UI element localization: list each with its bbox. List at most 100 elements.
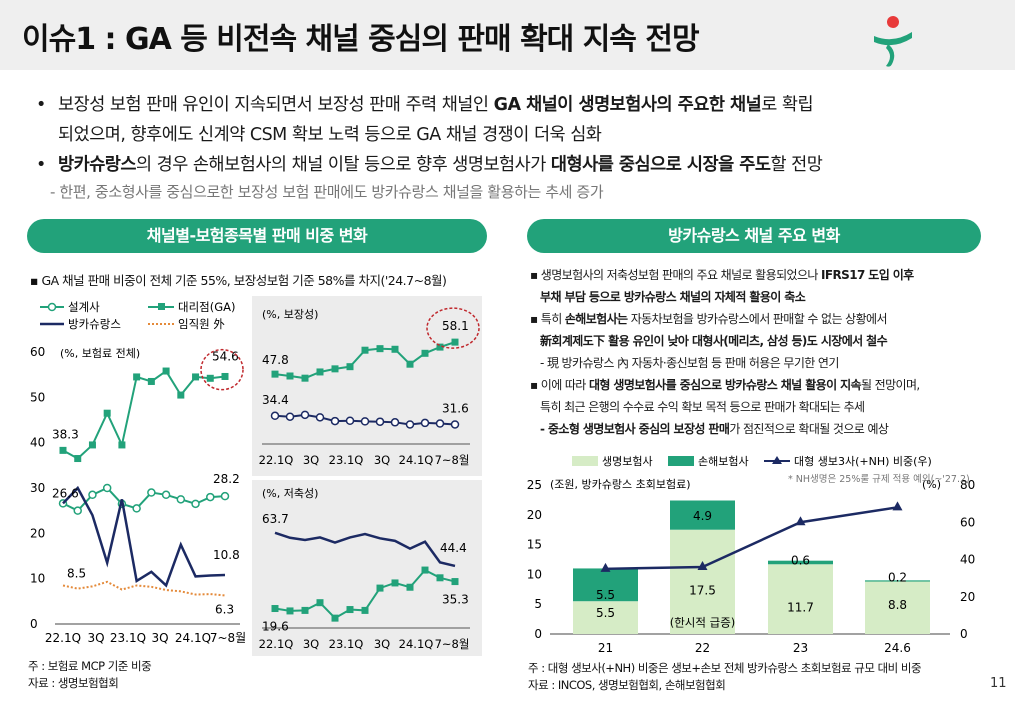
- left-section-pill: 채널별-보험종목별 판매 비중 변화: [27, 219, 487, 253]
- ratio-point: [795, 516, 806, 526]
- series-designer-1-point: [330, 416, 340, 426]
- bar-life: [670, 529, 735, 634]
- series-designer-1-point: [300, 410, 310, 420]
- bar-value-label: 17.5: [689, 584, 716, 598]
- x-tick-3: 3Q: [374, 637, 390, 651]
- data-label: 63.7: [262, 512, 289, 526]
- x-tick-5: 7~8월: [435, 637, 470, 651]
- x-tick-2: 23: [793, 641, 808, 655]
- legend-label-4: 임직원 外: [178, 317, 225, 331]
- bancassurance-chart: 생명보험사 손해보험사 대형 생보3사(+NH) 비중(우) 0 5 10 15 20 25 0 2…: [527, 454, 976, 655]
- legend-label-nonlife: 손해보험사: [698, 454, 749, 468]
- y-tick-0: 0: [30, 617, 38, 631]
- bar-value-label: 0.6: [791, 554, 810, 568]
- data-label: 10.8: [213, 548, 240, 562]
- series-ga-point: [59, 446, 67, 454]
- series-ga-1-point: [361, 346, 369, 354]
- x-tick-3: 3Q: [374, 453, 390, 467]
- series-ga-1-point: [346, 363, 354, 371]
- y-tick-4: 20: [527, 508, 542, 522]
- series-designer-1-point: [450, 420, 460, 429]
- y-tick-2: 10: [527, 567, 542, 581]
- series-ga-2-point: [421, 566, 429, 574]
- x-tick-4: 24.1Q: [399, 453, 434, 467]
- series-staff-line: [62, 580, 226, 597]
- data-label: 54.6: [212, 349, 239, 363]
- series-designer-point: [102, 483, 112, 493]
- x-tick-1: 3Q: [303, 453, 319, 467]
- series-ga-1-point: [436, 343, 444, 351]
- left-footnote-2: 자료 : 생명보험협회: [28, 676, 119, 690]
- y2-tick-2: 40: [960, 553, 975, 567]
- bullet-1: • 보장성 보험 판매 유인이 지속되면서 보장성 판매 주력 채널인 GA 채…: [36, 95, 814, 115]
- series-designer-1-point: [270, 411, 280, 421]
- rnote-1: ▪ 생명보험사의 저축성보험 판매의 주요 채널로 활용되었으나 IFRS17 …: [530, 268, 914, 282]
- legend-label-ratio: 대형 생보3사(+NH) 비중(우): [794, 455, 932, 468]
- x-tick-0: 22.1Q: [45, 631, 81, 645]
- series-ga-1-point: [286, 372, 294, 380]
- series-designer-1-point: [375, 417, 385, 426]
- series-ga-1-point: [406, 360, 414, 368]
- x-tick-0: 22.1Q: [259, 453, 294, 467]
- legend-marker-1: [47, 302, 57, 312]
- series-ga-point: [206, 374, 214, 382]
- bar-nonlife: [670, 500, 735, 530]
- legend-marker-ratio: [772, 456, 782, 464]
- page-number: 11: [990, 676, 1007, 691]
- series-ga-point: [192, 373, 200, 381]
- left-footnote-1: 주 : 보험료 MCP 기준 비중: [28, 659, 152, 673]
- unit-label-right: (%): [922, 478, 941, 491]
- y-tick-4: 40: [30, 436, 45, 450]
- series-ga-point: [88, 441, 96, 449]
- series-ga-line: [62, 369, 226, 460]
- bar-value-label: 5.5: [596, 606, 615, 620]
- series-ga-2-point: [361, 606, 369, 614]
- ratio-point: [892, 501, 903, 511]
- legend-swatch-nonlife: [668, 456, 694, 466]
- bullet-2: • 방카슈랑스의 경우 손해보험사의 채널 이탈 등으로 향후 생명보험사가 대…: [36, 155, 823, 175]
- series-ga-2-point: [391, 579, 399, 587]
- x-tick-3: 24.6: [884, 641, 911, 655]
- y-tick-2: 20: [30, 526, 45, 540]
- series-designer-1-point: [405, 420, 415, 429]
- series-banca-line: [62, 485, 226, 588]
- rnote-3b: 특히 최근 은행의 수수료 수익 확보 목적 등으로 판매가 확대되는 추세: [540, 400, 865, 414]
- bar-value-label: 5.5: [596, 588, 615, 602]
- right-notes: ▪ 생명보험사의 저축성보험 판매의 주요 채널로 활용되었으나 IFRS17 …: [530, 264, 920, 440]
- x-tick-3: 3Q: [151, 631, 168, 645]
- savings-panel-bottom: [252, 480, 482, 656]
- y2-tick-4: 80: [960, 478, 975, 492]
- x-tick-4: 24.1Q: [175, 631, 211, 645]
- bar-annotation: (한시적 급증): [670, 615, 736, 629]
- y-tick-6: 60: [30, 345, 45, 359]
- x-tick-4: 24.1Q: [399, 637, 434, 651]
- bar-nonlife: [865, 580, 930, 582]
- legend-label-1: 설계사: [68, 300, 100, 314]
- y-tick-5: 50: [30, 390, 45, 404]
- rnote-2b: 新회계제도下 활용 유인이 낮아 대형사(메리츠, 삼성 등)도 시장에서 철수: [540, 334, 888, 348]
- data-label: 34.4: [262, 393, 289, 407]
- y2-tick-1: 20: [960, 590, 975, 604]
- series-ga-1-point: [376, 345, 384, 353]
- series-ga-2-point: [286, 607, 294, 615]
- ratio-point: [697, 560, 708, 570]
- bullet-2-sub: - 한편, 중소형사를 중심으로한 보장성 보험 판매에도 방카슈랑스 채널을 …: [50, 183, 604, 201]
- series-ga-2-point: [451, 578, 459, 586]
- bullet-1-cont: 되었으며, 향후에도 신계약 CSM 확보 노력 등으로 GA 채널 경쟁이 더…: [58, 125, 602, 145]
- highlight-circle-0: [200, 348, 244, 391]
- series-designer-point: [132, 504, 141, 513]
- series-ga-2-point: [346, 606, 354, 614]
- series-ga-1-point: [391, 345, 399, 353]
- series-ga-point: [118, 441, 126, 449]
- data-label: 58.1: [442, 319, 469, 333]
- bar-nonlife: [573, 568, 638, 602]
- series-ga-2-point: [331, 614, 339, 622]
- unit-label-0: (%, 보험료 전체): [60, 347, 140, 360]
- series-ga-point: [147, 377, 155, 385]
- x-tick-0: 22.1Q: [259, 637, 294, 651]
- left-charts: 설계사 대리점(GA) 방카슈랑스 임직원 外 0 10 20 30 40 50 60 (%, 보험료…: [30, 300, 480, 651]
- x-tick-1: 3Q: [303, 637, 319, 651]
- series-ga-2-point: [406, 583, 414, 591]
- series-ga-2-point: [376, 584, 384, 592]
- series-designer-point: [161, 490, 171, 500]
